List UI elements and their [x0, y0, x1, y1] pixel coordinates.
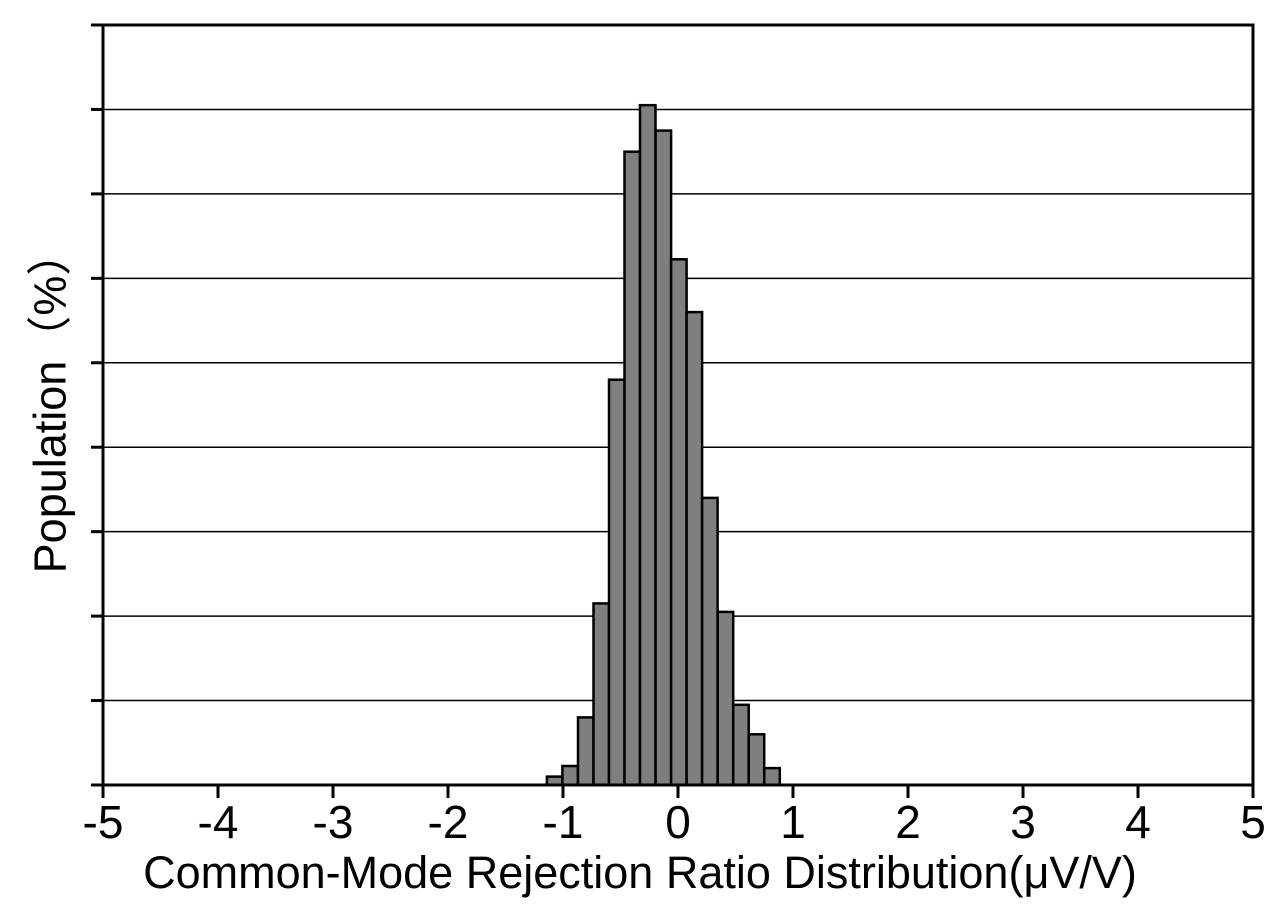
x-tick-label: 3	[1010, 796, 1036, 848]
x-tick-label: -2	[428, 796, 469, 848]
histogram-bar	[638, 103, 657, 787]
histogram-bar	[607, 378, 626, 787]
bars	[545, 103, 782, 787]
histogram-bar	[731, 703, 750, 787]
y-axis-ticks	[91, 23, 103, 787]
histogram-bar	[763, 766, 782, 787]
x-tick-label: -1	[543, 796, 584, 848]
histogram-bar	[654, 129, 673, 787]
histogram-bar	[685, 310, 704, 787]
x-tick-label: -4	[198, 796, 239, 848]
x-tick-label: -3	[313, 796, 354, 848]
histogram-bar	[669, 258, 688, 787]
x-tick-label: 5	[1240, 796, 1266, 848]
x-tick-labels: -5 -4 -3 -2 -1 0 1 2 3 4 5	[83, 796, 1266, 848]
histogram-bar	[747, 733, 766, 787]
histogram-bar	[700, 496, 719, 787]
x-tick-label: 0	[665, 796, 691, 848]
histogram-bar	[623, 150, 642, 787]
x-axis-ticks	[101, 785, 1255, 798]
histogram-bar	[592, 602, 611, 787]
plot-border	[101, 23, 1255, 787]
x-tick-label: 1	[780, 796, 806, 848]
histogram-bar	[716, 610, 735, 787]
x-tick-label: 2	[895, 796, 921, 848]
histogram-bar	[576, 716, 595, 787]
y-axis-title: Population（%）	[24, 230, 76, 574]
x-axis-title: Common-Mode Rejection Ratio Distribution…	[143, 847, 1137, 898]
x-tick-label: 4	[1125, 796, 1151, 848]
x-tick-label: -5	[83, 796, 124, 848]
histogram-bar	[561, 764, 580, 787]
